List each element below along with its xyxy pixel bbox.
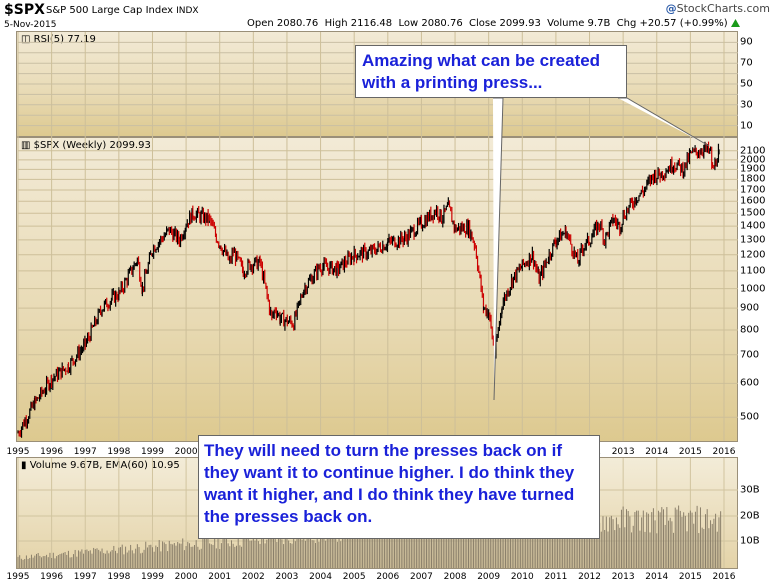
price-label: ▥ $SPX (Weekly) 2099.93	[21, 140, 151, 151]
price-x-tick-label: 2000	[174, 447, 198, 457]
volume-x-tick-label: 2008	[443, 572, 467, 582]
price-tick-label: 900	[740, 302, 760, 314]
volume-x-tick-label: 2004	[309, 572, 333, 582]
price-tick-label: 1900	[740, 163, 766, 175]
price-tick-label: 1600	[740, 195, 766, 207]
annotation-top: Amazing what can be created with a print…	[355, 45, 627, 98]
volume-x-tick-label: 1995	[6, 572, 30, 582]
volume-x-tick-label: 2003	[275, 572, 299, 582]
volume-label-text: Volume 9.67B, EMA(60) 10.95	[29, 460, 180, 471]
price-tick-label: 800	[740, 324, 760, 336]
rsi-label-text: RSI(5) 77.19	[33, 34, 96, 45]
pointer-to-2015-high	[618, 97, 710, 147]
volume-x-tick-label: 1999	[141, 572, 164, 582]
rsi-tick-label: 50	[740, 78, 753, 90]
quote-text: Open 2080.76 High 2116.48 Low 2080.76 Cl…	[247, 18, 728, 29]
quote-line: Open 2080.76 High 2116.48 Low 2080.76 Cl…	[247, 18, 740, 29]
volume-x-tick-label: 2015	[678, 572, 702, 582]
volume-x-tick-label: 2014	[645, 572, 669, 582]
volume-label: ▮ Volume 9.67B, EMA(60) 10.95	[21, 460, 180, 471]
price-x-tick-label: 1997	[73, 447, 97, 457]
logo-text: StockCharts.com	[676, 2, 770, 15]
price-tick-label: 2100	[740, 145, 766, 157]
volume-x-tick-label: 2012	[578, 572, 601, 582]
price-tick-label: 2000	[740, 154, 766, 166]
price-tick-label: 1000	[740, 283, 766, 295]
volume-x-tick-label: 2016	[712, 572, 736, 582]
volume-x-tick-label: 2009	[477, 572, 501, 582]
price-x-tick-label: 2013	[611, 447, 635, 457]
price-x-tick-label: 1995	[6, 447, 30, 457]
price-tick-label: 1700	[740, 184, 766, 196]
price-tick-label: 700	[740, 349, 760, 361]
rsi-tick-label: 10	[740, 120, 753, 132]
volume-tick-label: 10B	[740, 535, 760, 547]
pointer-to-2009-low	[493, 97, 504, 401]
volume-x-tick-label: 2006	[376, 572, 400, 582]
logo-mark: @	[665, 2, 677, 15]
volume-x-tick-label: 1996	[40, 572, 64, 582]
volume-x-tick-label: 1997	[73, 572, 97, 582]
volume-x-tick-label: 2002	[241, 572, 265, 582]
exchange: INDX	[176, 6, 199, 16]
rsi-tick-label: 90	[740, 36, 753, 48]
volume-x-tick-label: 1998	[107, 572, 131, 582]
index-name: S&P 500 Large Cap Index INDX	[46, 5, 199, 16]
price-label-text: $SPX (Weekly) 2099.93	[33, 140, 151, 151]
volume-x-tick-label: 2001	[208, 572, 232, 582]
price-tick-label: 1100	[740, 265, 766, 277]
volume-x-tick-label: 2005	[342, 572, 366, 582]
bar-icon: ▮	[21, 460, 27, 471]
price-x-tick-label: 1998	[107, 447, 131, 457]
price-x-tick-label: 2016	[712, 447, 736, 457]
stockcharts-logo[interactable]: @StockCharts.com	[666, 2, 770, 15]
candle-icon: ▥	[21, 140, 31, 151]
price-x-tick-label: 2014	[645, 447, 669, 457]
price-x-tick-label: 1996	[40, 447, 64, 457]
date: 5-Nov-2015	[4, 20, 57, 30]
price-panel: ▥ $SPX (Weekly) 2099.93	[16, 137, 738, 442]
volume-x-tick-label: 2007	[409, 572, 433, 582]
rsi-tick-label: 70	[740, 57, 753, 69]
volume-tick-label: 20B	[740, 510, 760, 522]
price-tick-label: 1200	[740, 249, 766, 261]
price-tick-label: 1500	[740, 207, 766, 219]
index-name-text: S&P 500 Large Cap Index	[46, 5, 174, 16]
volume-tick-label: 30B	[740, 484, 760, 496]
up-triangle-icon	[730, 19, 740, 27]
rsi-tick-label: 30	[740, 99, 753, 111]
price-tick-label: 1800	[740, 173, 766, 185]
price-x-tick-label: 2015	[678, 447, 702, 457]
price-tick-label: 1400	[740, 220, 766, 232]
price-x-tick-label: 1999	[141, 447, 164, 457]
volume-x-tick-label: 2011	[544, 572, 568, 582]
price-tick-label: 600	[740, 377, 760, 389]
rsi-label: ◫ RSI(5) 77.19	[21, 34, 96, 45]
volume-x-tick-label: 2010	[510, 572, 534, 582]
price-tick-label: 500	[740, 411, 760, 423]
chart-icon: ◫	[21, 34, 31, 45]
volume-x-tick-label: 2000	[174, 572, 198, 582]
symbol: $SPX	[4, 2, 45, 18]
price-tick-label: 1300	[740, 234, 766, 246]
volume-x-tick-label: 2013	[611, 572, 635, 582]
annotation-bottom: They will need to turn the presses back …	[198, 435, 600, 539]
